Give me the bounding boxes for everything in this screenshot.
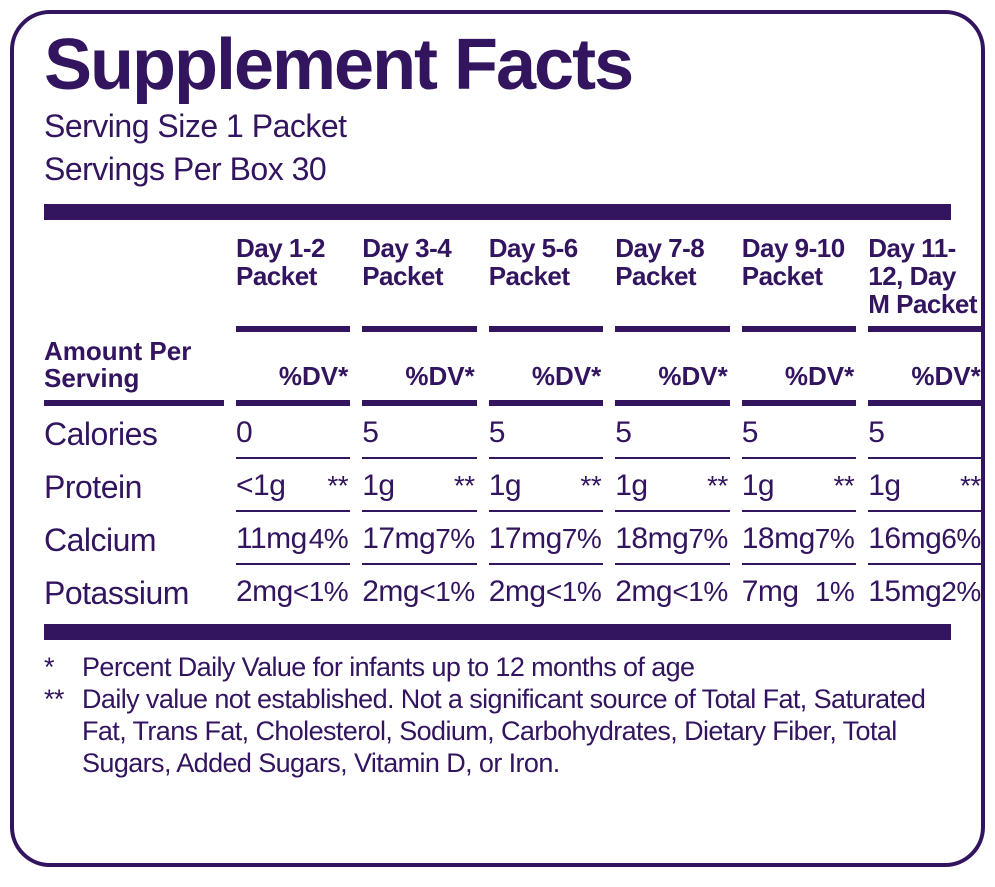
cell-dv: 1% bbox=[815, 576, 854, 608]
cell-amount: <1g bbox=[236, 469, 285, 503]
cell-amount: 5 bbox=[615, 416, 631, 450]
cell-dv: 6% bbox=[941, 523, 980, 555]
cell: 18mg7% bbox=[742, 512, 857, 565]
footnotes: * Percent Daily Value for infants up to … bbox=[44, 652, 951, 779]
serving-size: Serving Size 1 Packet bbox=[44, 106, 951, 147]
cell-dv: ** bbox=[960, 470, 981, 502]
cell: 1g ** bbox=[742, 459, 857, 512]
cell-amount: 18mg bbox=[742, 522, 815, 556]
servings-per-box: Servings Per Box 30 bbox=[44, 149, 951, 190]
cell-dv: ** bbox=[833, 470, 854, 502]
cell: 1g ** bbox=[362, 459, 477, 512]
row-label-potassium: Potassium bbox=[44, 565, 224, 618]
cell: 2mg<1% bbox=[489, 565, 604, 618]
panel-title: Supplement Facts bbox=[44, 28, 951, 104]
dv-header: %DV* bbox=[615, 355, 730, 406]
cell: 17mg7% bbox=[362, 512, 477, 565]
cell-amount: 18mg bbox=[615, 522, 688, 556]
divider-thick bbox=[44, 204, 951, 220]
cell: 16mg6% bbox=[868, 512, 983, 565]
cell-amount: 1g bbox=[742, 469, 774, 503]
cell: 18mg7% bbox=[615, 512, 730, 565]
cell: 1g ** bbox=[489, 459, 604, 512]
dv-header: %DV* bbox=[868, 355, 983, 406]
row-label-calcium: Calcium bbox=[44, 512, 224, 565]
cell-amount: 1g bbox=[362, 469, 394, 503]
column-header: Day 11-12, Day M Packet bbox=[868, 230, 983, 332]
dv-header: %DV* bbox=[742, 355, 857, 406]
cell-amount: 2mg bbox=[615, 575, 672, 609]
cell-dv: 7% bbox=[688, 523, 727, 555]
cell-amount: 11mg bbox=[236, 522, 307, 556]
cell: 2mg<1% bbox=[362, 565, 477, 618]
cell-amount: 2mg bbox=[236, 575, 293, 609]
cell-dv: <1% bbox=[293, 576, 348, 608]
cell-amount: 5 bbox=[868, 416, 884, 450]
amount-per-serving-label: Amount Per Serving bbox=[44, 332, 224, 407]
cell-dv: 7% bbox=[815, 523, 854, 555]
cell: 11mg4% bbox=[236, 512, 350, 565]
column-header: Day 7-8 Packet bbox=[615, 230, 730, 332]
supplement-facts-panel: Supplement Facts Serving Size 1 Packet S… bbox=[10, 10, 985, 867]
cell: 5 bbox=[489, 406, 604, 459]
cell: 7mg 1% bbox=[742, 565, 857, 618]
cell-amount: 17mg bbox=[489, 522, 562, 556]
footnote: * Percent Daily Value for infants up to … bbox=[44, 652, 951, 684]
cell-amount: 15mg bbox=[868, 575, 941, 609]
cell-amount: 17mg bbox=[362, 522, 435, 556]
footnote-mark: * bbox=[44, 652, 82, 684]
footnote: ** Daily value not established. Not a si… bbox=[44, 684, 951, 780]
cell-amount: 1g bbox=[868, 469, 900, 503]
cell-amount: 1g bbox=[489, 469, 521, 503]
cell-amount: 5 bbox=[362, 416, 378, 450]
footnote-text: Daily value not established. Not a signi… bbox=[82, 684, 951, 780]
cell-dv: <1% bbox=[546, 576, 601, 608]
cell-dv: 7% bbox=[435, 523, 474, 555]
header-spacer bbox=[44, 230, 224, 231]
cell: 5 bbox=[868, 406, 983, 459]
cell: 1g ** bbox=[868, 459, 983, 512]
cell-amount: 16mg bbox=[868, 522, 941, 556]
dv-header: %DV* bbox=[236, 355, 350, 406]
cell-dv: ** bbox=[580, 470, 601, 502]
dv-header: %DV* bbox=[489, 355, 604, 406]
cell: 5 bbox=[362, 406, 477, 459]
cell: 5 bbox=[615, 406, 730, 459]
cell-dv: ** bbox=[707, 470, 728, 502]
dv-header: %DV* bbox=[362, 355, 477, 406]
cell: 0 bbox=[236, 406, 350, 459]
cell-amount: 7mg bbox=[742, 575, 799, 609]
cell: 2mg<1% bbox=[615, 565, 730, 618]
cell-amount: 1g bbox=[615, 469, 647, 503]
cell-dv: <1% bbox=[672, 576, 727, 608]
column-header: Day 3-4 Packet bbox=[362, 230, 477, 332]
cell-dv: <1% bbox=[419, 576, 474, 608]
cell: 5 bbox=[742, 406, 857, 459]
facts-table: Day 1-2 Packet Day 3-4 Packet Day 5-6 Pa… bbox=[44, 230, 951, 619]
row-label-calories: Calories bbox=[44, 406, 224, 459]
cell-dv: 2% bbox=[941, 576, 980, 608]
cell: 17mg7% bbox=[489, 512, 604, 565]
cell-amount: 2mg bbox=[362, 575, 419, 609]
column-header: Day 9-10 Packet bbox=[742, 230, 857, 332]
cell-amount: 5 bbox=[742, 416, 758, 450]
cell: 15mg2% bbox=[868, 565, 983, 618]
cell-amount: 2mg bbox=[489, 575, 546, 609]
cell-dv: ** bbox=[327, 470, 348, 502]
cell-amount: 5 bbox=[489, 416, 505, 450]
divider-thick bbox=[44, 624, 951, 640]
column-header: Day 1-2 Packet bbox=[236, 230, 350, 332]
cell-dv: 4% bbox=[309, 523, 348, 555]
footnote-mark: ** bbox=[44, 684, 82, 780]
cell: 2mg<1% bbox=[236, 565, 350, 618]
footnote-text: Percent Daily Value for infants up to 12… bbox=[82, 652, 951, 684]
cell: <1g ** bbox=[236, 459, 350, 512]
cell-dv: ** bbox=[454, 470, 475, 502]
row-label-protein: Protein bbox=[44, 459, 224, 512]
column-header: Day 5-6 Packet bbox=[489, 230, 604, 332]
cell: 1g ** bbox=[615, 459, 730, 512]
cell-amount: 0 bbox=[236, 416, 252, 450]
cell-dv: 7% bbox=[562, 523, 601, 555]
